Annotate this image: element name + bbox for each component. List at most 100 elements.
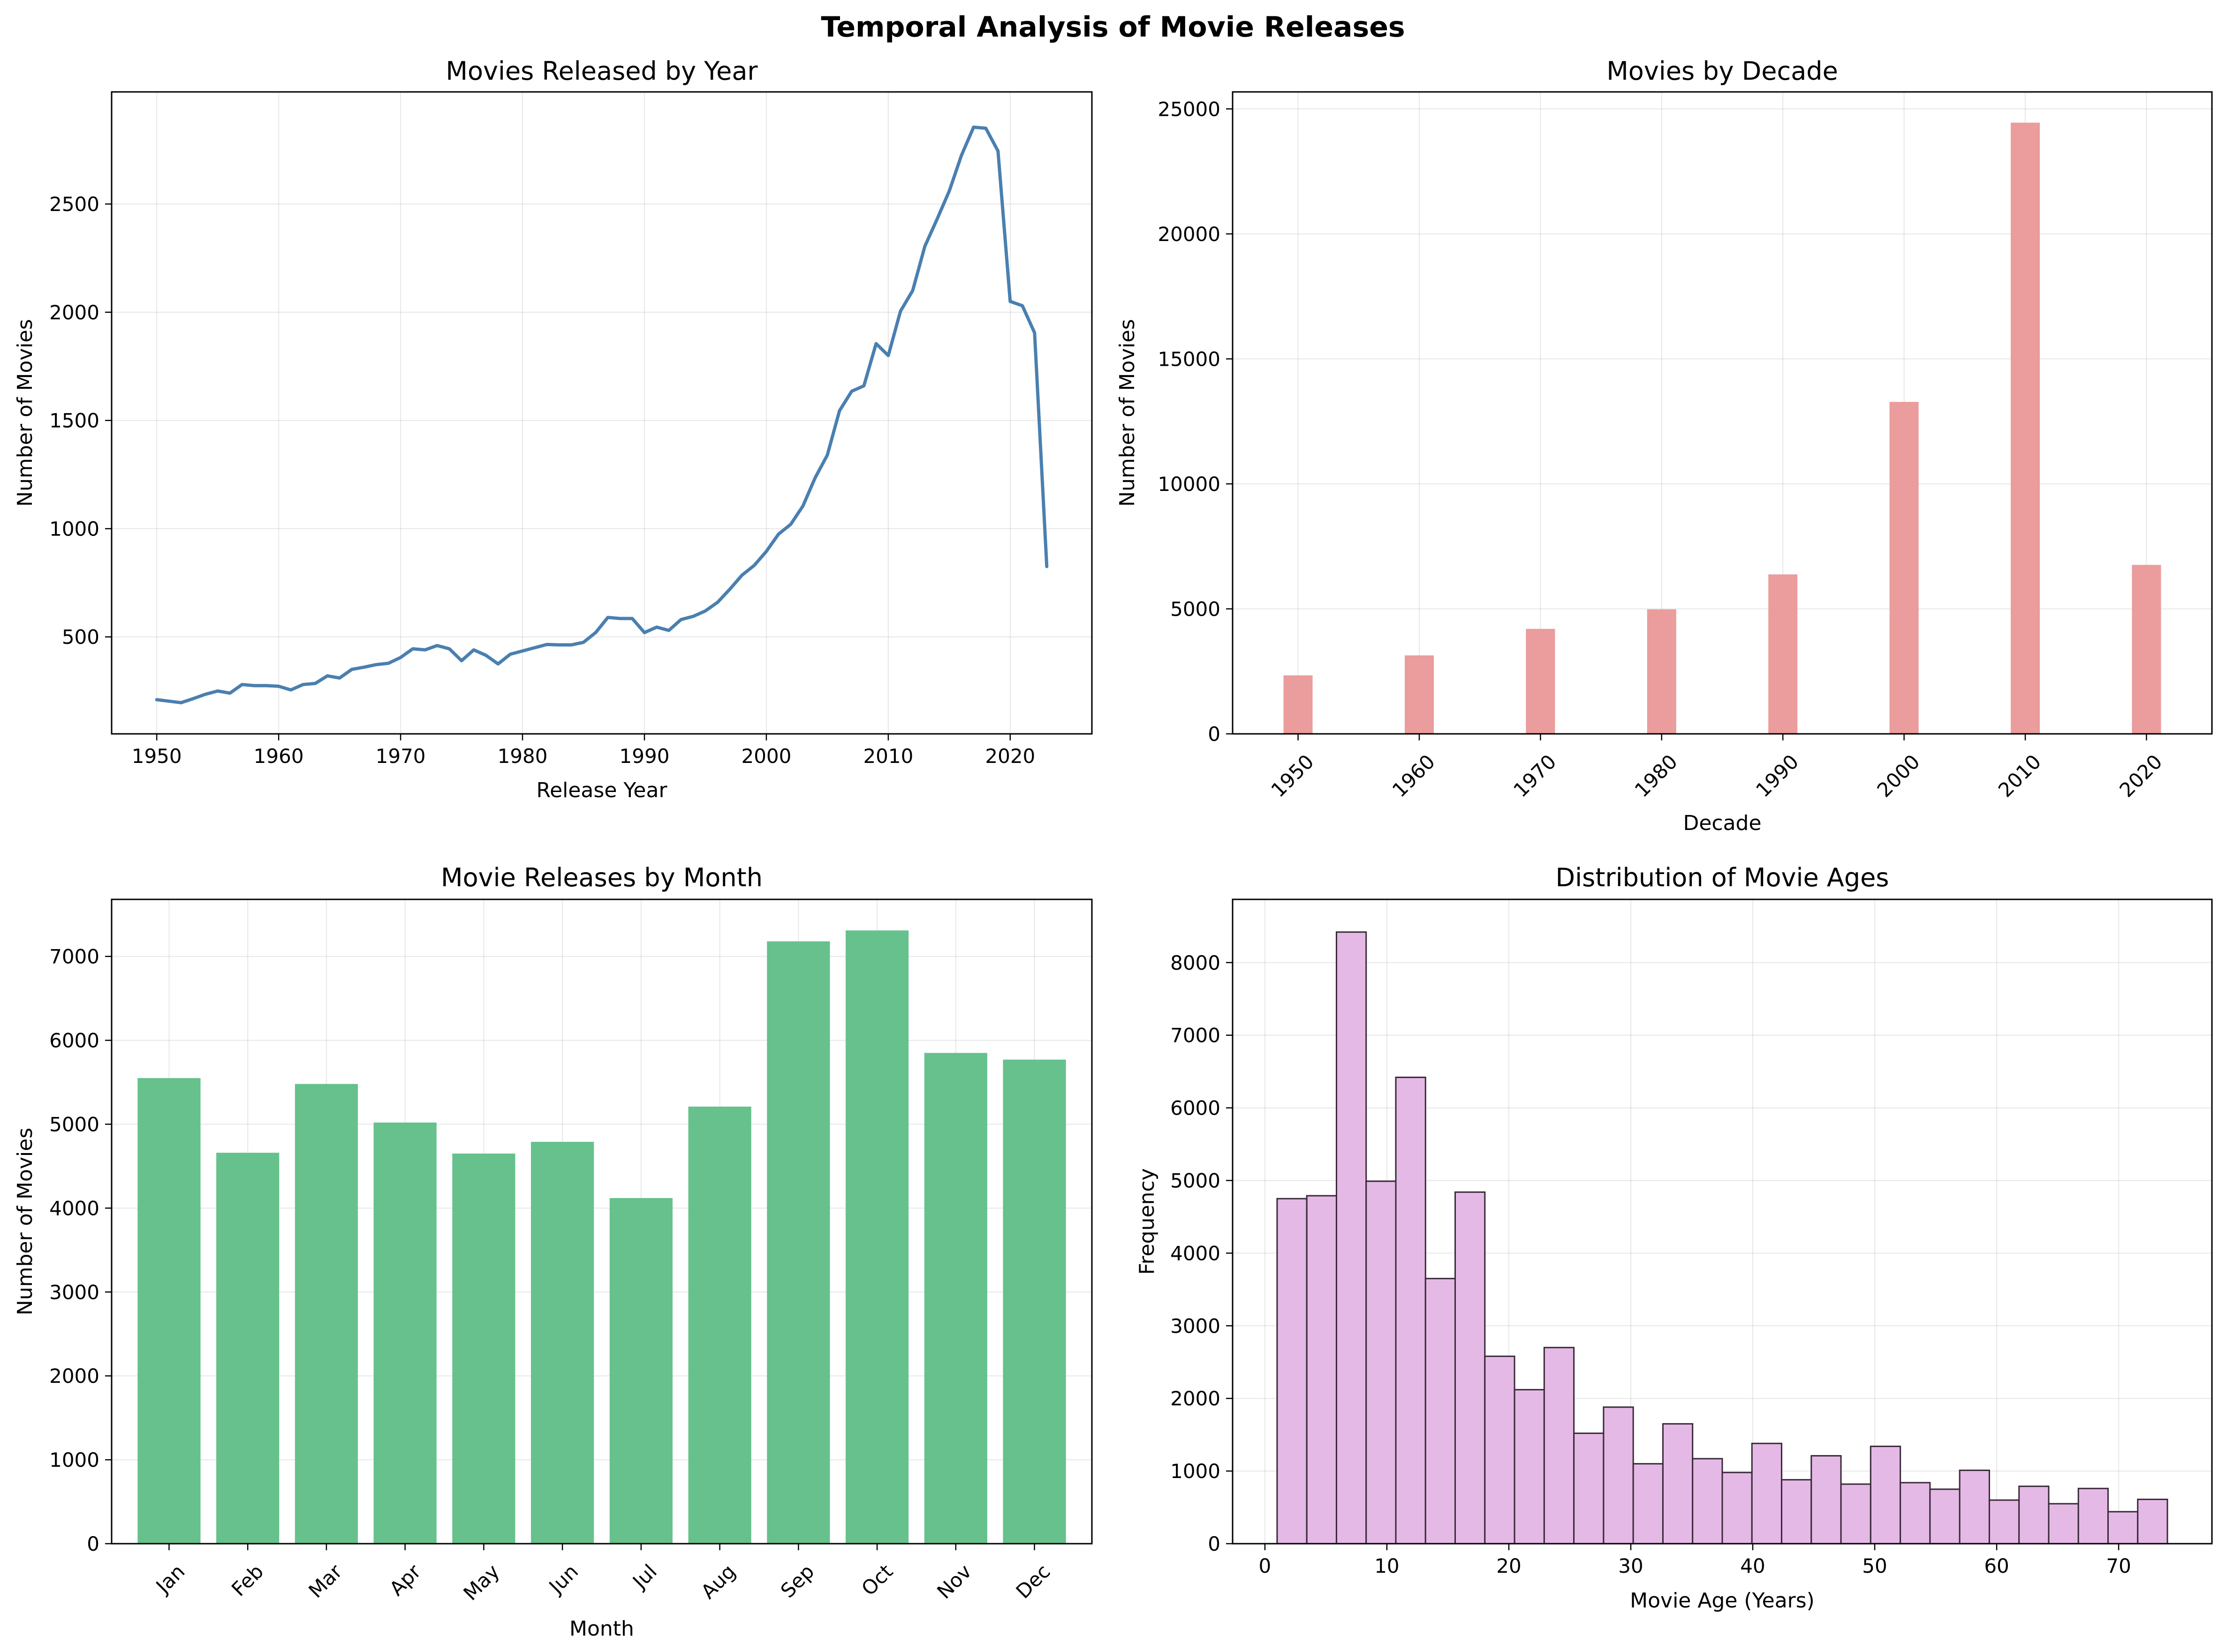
bar (531, 1142, 594, 1544)
chart-panels: 1950 1960 1970 1980 1990 2000 2010 202050010001… (13, 56, 2213, 1641)
bar (295, 1084, 358, 1544)
y-tick-label: 0 (87, 1532, 99, 1555)
histogram-bar (1454, 1191, 1486, 1545)
histogram-bar (1929, 1488, 1961, 1545)
chart-title: Movies Released by Year (446, 56, 758, 86)
histogram-bar (1424, 1278, 1456, 1545)
y-tick-label: 6000 (1170, 1097, 1220, 1120)
x-tick-label: 0 (1259, 1554, 1272, 1577)
y-axis: 0 1000 2000 3000 4000 5000 6000 7000 (49, 945, 112, 1555)
y-axis-label: Number of Movies (13, 1128, 37, 1315)
y-tick-label: 5000 (1170, 1169, 1220, 1192)
y-tick-label: 8000 (1170, 951, 1220, 974)
x-tick-label: 1970 (376, 745, 426, 768)
y-tick-label: 25000 (1158, 98, 1220, 121)
bar (1647, 609, 1676, 734)
y-axis-label: Frequency (1135, 1168, 1159, 1275)
y-tick-label: 1000 (49, 1448, 99, 1471)
y-tick-label: 10000 (1158, 473, 1220, 496)
histogram-bar (1751, 1442, 1783, 1545)
histogram-bar (1395, 1077, 1426, 1545)
y-tick-label: 4000 (49, 1197, 99, 1220)
bar (2011, 122, 2040, 734)
histogram-bar (2077, 1487, 2109, 1545)
bar (1768, 574, 1798, 734)
x-tick-label: 1950 (132, 745, 182, 768)
histogram-bar (2018, 1486, 2050, 1545)
histogram-bar (1365, 1180, 1397, 1545)
y-axis: 0 1000 2000 3000 4000 5000 6000 7000 8000 (1170, 951, 1233, 1555)
bar (137, 1078, 201, 1544)
histogram-bar (1662, 1423, 1694, 1545)
y-tick-label: 15000 (1158, 347, 1220, 370)
bar (924, 1053, 987, 1544)
bar (688, 1106, 751, 1544)
bar (1404, 655, 1434, 734)
histogram-bar (1484, 1355, 1515, 1545)
y-axis: 500 1000 1500 2000 2500 (49, 193, 112, 649)
y-tick-label: 1500 (49, 409, 99, 432)
plot-frame (111, 898, 1093, 1545)
series-line (155, 125, 1049, 704)
plot-frame (1232, 91, 2213, 735)
chart-panel-ages: 0 10 20 30 40 50 60 70 0 1000 2000 3000 4000 5000 6000… (1135, 863, 2213, 1613)
histogram-bar (1573, 1433, 1605, 1545)
bar (373, 1122, 437, 1544)
histogram-bar (1335, 931, 1367, 1545)
histogram-bar (1988, 1499, 2020, 1545)
figure-title: Temporal Analysis of Movie Releases (821, 11, 1405, 44)
histogram-bar (1514, 1389, 1545, 1545)
bar (1003, 1059, 1066, 1544)
histogram-bar (1840, 1483, 1871, 1545)
x-axis: 1950 1960 1970 1980 1990 2000 2010 2020 (132, 734, 1035, 768)
chart-panel-by-month: Jan Feb Mar Apr May Jun Jul Aug Sep Oct Nov Dec0100… (13, 863, 1093, 1641)
y-tick-label: 7000 (1170, 1024, 1220, 1047)
histogram-bar (2048, 1503, 2079, 1545)
x-tick-label: 40 (1740, 1554, 1765, 1577)
bar (1526, 629, 1555, 734)
x-axis-label: Decade (1683, 811, 1761, 835)
x-tick-label: 30 (1618, 1554, 1643, 1577)
x-tick-label: 50 (1862, 1554, 1887, 1577)
histogram-bar (1603, 1406, 1634, 1545)
histogram-bar (1276, 1198, 1308, 1545)
bar (452, 1154, 515, 1544)
histogram-bar (1543, 1347, 1575, 1545)
data-marks (1276, 931, 2168, 1545)
histogram-bar (1692, 1458, 1723, 1545)
y-tick-label: 2000 (49, 301, 99, 324)
x-tick-label: 2010 (863, 745, 913, 768)
y-tick-label: 7000 (49, 945, 99, 968)
x-tick-label: 1990 (620, 745, 670, 768)
x-tick-label: 20 (1496, 1554, 1521, 1577)
grid-lines (1233, 92, 2212, 734)
x-tick-label: 10 (1374, 1554, 1399, 1577)
histogram-bar (1781, 1479, 1812, 1545)
y-tick-label: 0 (1208, 1532, 1220, 1555)
bar (767, 941, 830, 1544)
y-axis: 0 5000 10000 15000 20000 25000 (1158, 98, 1233, 746)
y-tick-label: 2500 (49, 193, 99, 216)
bar (1889, 402, 1919, 734)
bar (845, 930, 909, 1544)
y-tick-label: 4000 (1170, 1242, 1220, 1265)
bar (1283, 675, 1313, 734)
y-tick-label: 1000 (49, 517, 99, 540)
histogram-bar (2107, 1511, 2139, 1545)
grid-lines (112, 92, 1092, 734)
y-tick-label: 5000 (1170, 597, 1220, 620)
x-axis: 0 10 20 30 40 50 60 70 (1259, 1544, 2131, 1577)
y-tick-label: 2000 (49, 1365, 99, 1388)
data-marks (155, 125, 1049, 704)
data-marks (1283, 122, 2161, 734)
y-tick-label: 500 (62, 626, 99, 649)
x-axis-label: Month (569, 1617, 634, 1641)
histogram-bar (1870, 1445, 1901, 1545)
bar (2132, 565, 2161, 734)
y-tick-label: 1000 (1170, 1460, 1220, 1483)
x-axis-label: Movie Age (Years) (1630, 1589, 1815, 1613)
histogram-bar (1306, 1195, 1337, 1545)
plot-frame (1232, 898, 2213, 1545)
